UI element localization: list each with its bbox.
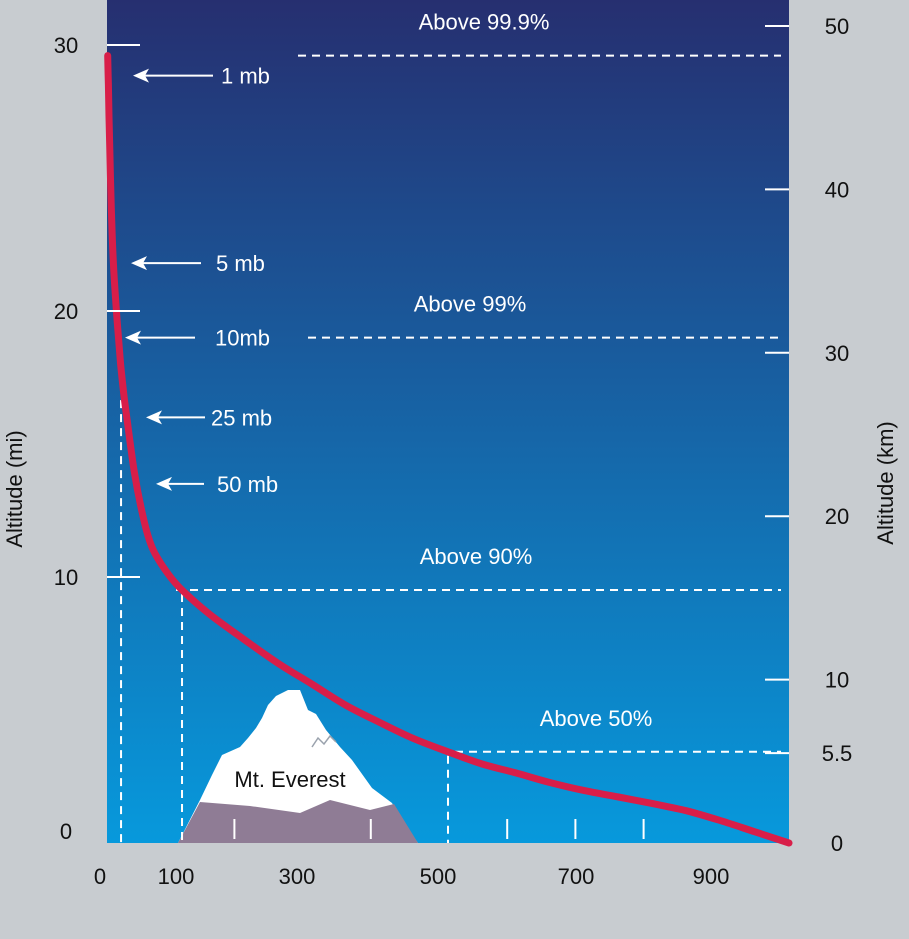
x-tick-label: 700 (558, 864, 595, 889)
pressure-label: 25 mb (211, 405, 272, 430)
y-tick-label-mi: 20 (54, 299, 78, 324)
percent-level-label: Above 99.9% (419, 10, 550, 35)
mt-everest-illustration (178, 690, 418, 843)
arrow-head (146, 410, 162, 425)
percent-level-label: Above 99% (414, 292, 527, 317)
pressure-annotations: 1 mb 5 mb 10mb 25 mb 50 mb (125, 64, 278, 497)
pressure-arrow (156, 476, 204, 491)
arrow-head (131, 256, 147, 271)
percent-level-label: Above 90% (420, 544, 533, 569)
mountain-snow (178, 690, 418, 843)
pressure-arrow (131, 256, 201, 271)
pressure-arrow (125, 330, 195, 345)
y-tick-label-km: 10 (825, 668, 849, 693)
pressure-label: 1 mb (221, 64, 270, 89)
arrow-head (125, 330, 141, 345)
percent-labels: Above 99.9% Above 99% Above 90% Above 50% (414, 10, 653, 731)
y-tick-label-mi: 30 (54, 33, 78, 58)
pressure-label: 10mb (215, 326, 270, 351)
pressure-arrow (133, 68, 213, 83)
everest-label: Mt. Everest (234, 767, 345, 792)
arrow-head (133, 68, 149, 83)
y-tick-label-mi: 10 (54, 565, 78, 590)
arrow-head (156, 476, 172, 491)
x-tick-label: 0 (94, 864, 106, 889)
y-axis-label-left: Altitude (mi) (2, 430, 27, 547)
mountain-crevice (311, 734, 337, 748)
y-tick-label-km: 5.5 (822, 741, 853, 766)
mountain-rock (178, 800, 418, 843)
plot-area-background (107, 0, 789, 843)
x-tick-label: 900 (693, 864, 730, 889)
x-tick-label: 100 (158, 864, 195, 889)
y-axis-label-right: Altitude (km) (873, 421, 898, 544)
guide-lines (120, 54, 781, 843)
y-tick-label-km: 50 (825, 14, 849, 39)
left-axis: 0 10 20 30 (54, 33, 140, 844)
pressure-label: 5 mb (216, 251, 265, 276)
pressure-altitude-curve (104, 52, 793, 847)
y-tick-label-km: 40 (825, 177, 849, 202)
x-axis: 0 100 300 500 700 900 (94, 864, 729, 889)
y-tick-label-km: 0 (831, 831, 843, 856)
y-tick-label-mi: 0 (60, 819, 72, 844)
pressure-arrow (146, 410, 205, 425)
x-tick-label: 500 (420, 864, 457, 889)
x-minor-ticks (233, 819, 645, 839)
y-tick-label-km: 20 (825, 504, 849, 529)
x-tick-label: 300 (279, 864, 316, 889)
right-axis: 0 5.5 10 20 30 40 50 (765, 14, 852, 856)
y-tick-label-km: 30 (825, 341, 849, 366)
percent-level-label: Above 50% (540, 706, 653, 731)
pressure-label: 50 mb (217, 472, 278, 497)
